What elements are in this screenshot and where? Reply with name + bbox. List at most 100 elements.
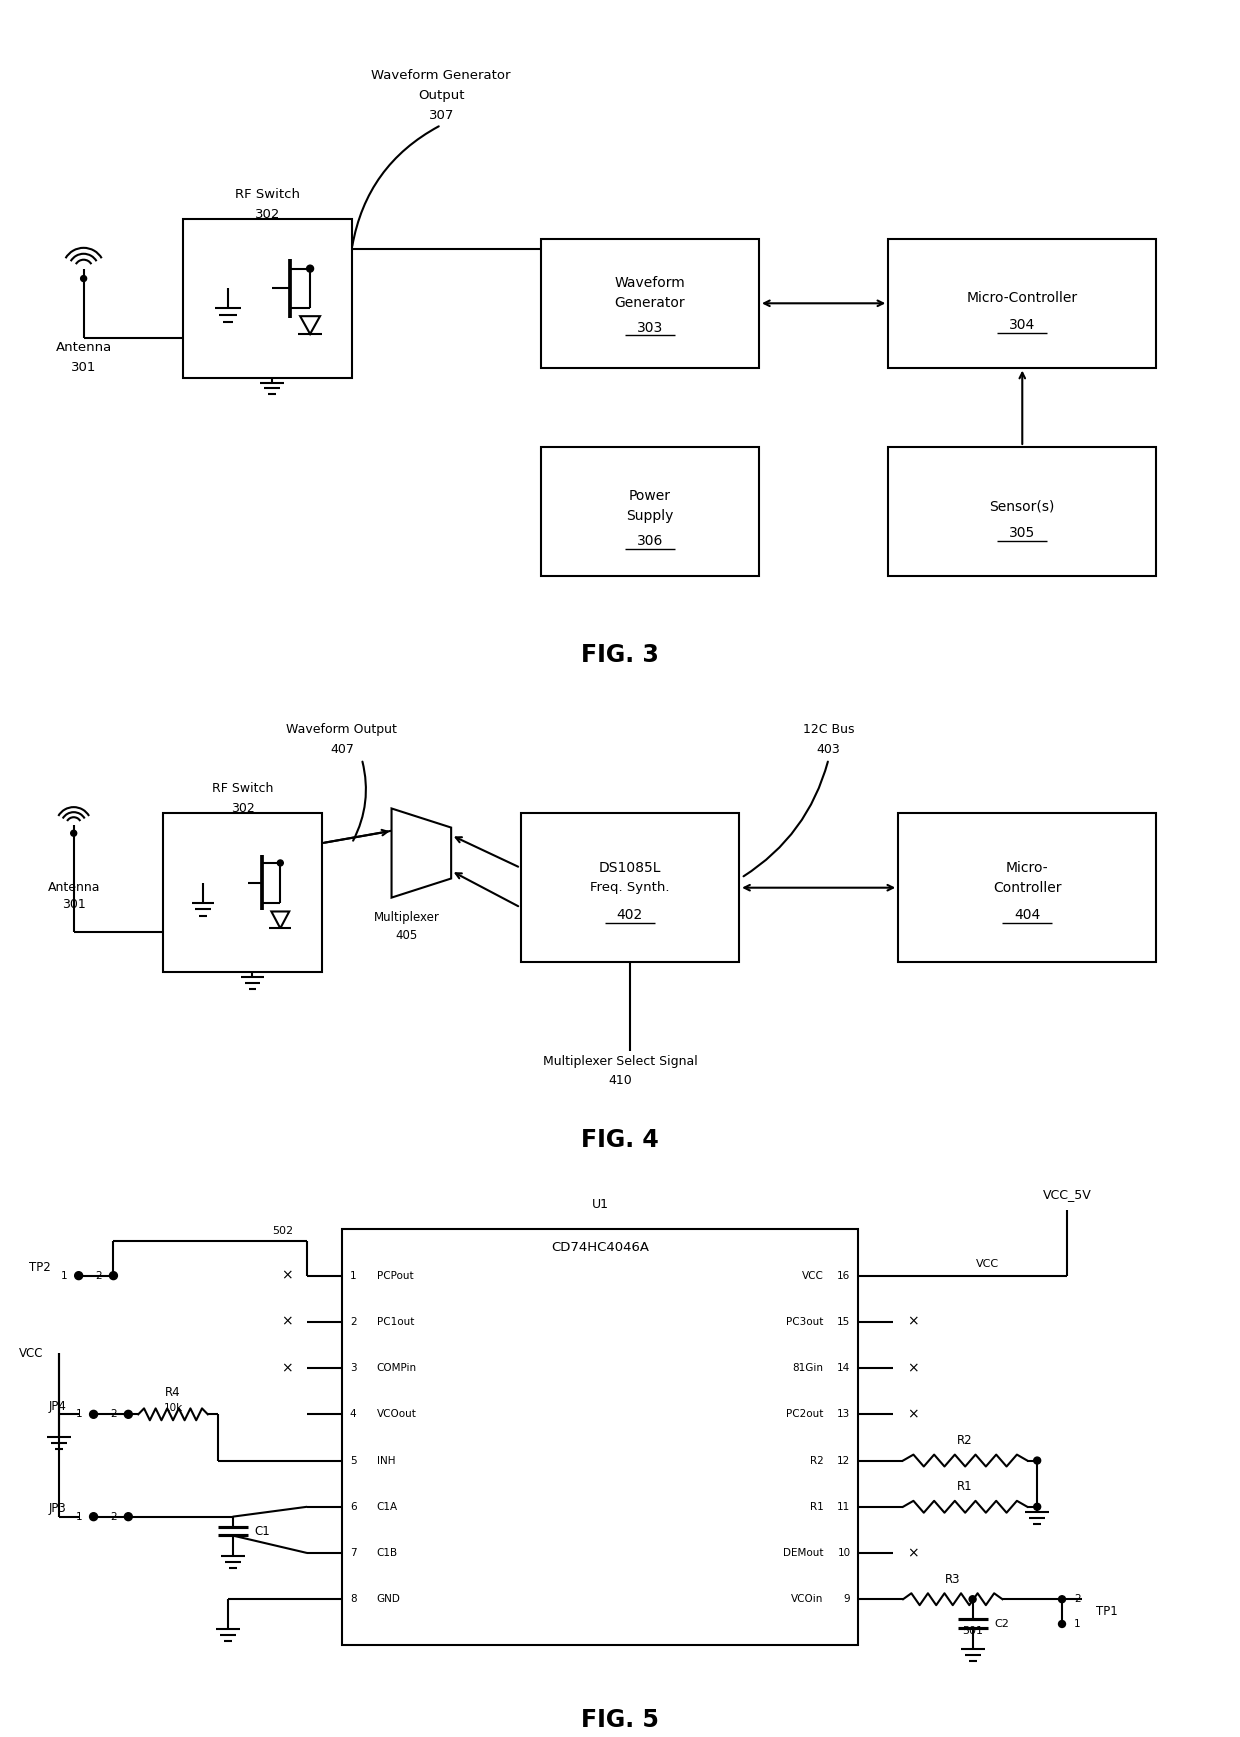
Text: 14: 14 [837,1364,851,1374]
Text: ×: × [281,1268,293,1282]
Text: ×: × [908,1315,919,1329]
Text: FIG. 5: FIG. 5 [582,1707,658,1732]
Text: R2: R2 [810,1456,823,1466]
Text: 1: 1 [76,1511,82,1522]
Text: Micro-Controller: Micro-Controller [967,292,1078,306]
Text: GND: GND [377,1595,401,1605]
Text: Antenna: Antenna [47,881,100,895]
Text: ×: × [908,1407,919,1421]
Bar [541,446,759,575]
Bar [164,813,322,973]
Text: Freq. Synth.: Freq. Synth. [590,881,670,895]
Text: VCC_5V: VCC_5V [1043,1188,1091,1202]
Text: 5: 5 [350,1456,356,1466]
Polygon shape [392,808,451,898]
Circle shape [1034,1503,1040,1509]
Text: 2: 2 [95,1271,102,1280]
Text: 402: 402 [616,908,644,922]
Text: Sensor(s): Sensor(s) [990,499,1055,514]
Text: FIG. 4: FIG. 4 [582,1129,658,1152]
Text: PC3out: PC3out [786,1317,823,1327]
Text: R4: R4 [165,1386,181,1398]
Text: ×: × [908,1546,919,1560]
Circle shape [278,860,283,867]
Bar [888,446,1157,575]
Text: 302: 302 [231,802,254,815]
Text: 4: 4 [350,1409,356,1419]
Text: Multiplexer: Multiplexer [373,910,439,924]
Text: 81Gin: 81Gin [792,1364,823,1374]
Text: 12C Bus: 12C Bus [802,723,854,736]
Text: VCOout: VCOout [377,1409,417,1419]
Text: JP3: JP3 [48,1503,67,1515]
Text: 1: 1 [76,1409,82,1419]
Text: Waveform: Waveform [615,276,686,290]
Text: 304: 304 [1009,318,1035,332]
Text: Generator: Generator [615,297,686,311]
Bar [888,240,1157,368]
Text: C2: C2 [994,1619,1009,1629]
Text: 13: 13 [837,1409,851,1419]
Circle shape [109,1271,118,1280]
Text: Waveform Generator: Waveform Generator [372,69,511,82]
Circle shape [81,276,87,281]
Circle shape [89,1513,98,1520]
Text: Antenna: Antenna [56,342,112,354]
Text: 2: 2 [110,1511,117,1522]
Text: 306: 306 [636,533,663,547]
Text: Power: Power [629,490,671,504]
Text: JP4: JP4 [48,1400,67,1412]
Circle shape [970,1596,976,1603]
Text: C1B: C1B [377,1548,398,1558]
Text: 307: 307 [429,109,454,122]
Text: PC2out: PC2out [786,1409,823,1419]
Text: 407: 407 [330,742,353,756]
Text: 10: 10 [837,1548,851,1558]
Text: 1: 1 [1074,1619,1080,1629]
Text: U1: U1 [591,1199,609,1211]
Circle shape [124,1513,133,1520]
Text: 305: 305 [1009,526,1035,540]
Text: 1: 1 [61,1271,67,1280]
Text: TP2: TP2 [29,1261,51,1275]
Text: 404: 404 [1014,908,1040,922]
Text: VCOin: VCOin [791,1595,823,1605]
Bar [541,240,759,368]
Text: 501: 501 [962,1626,983,1636]
Text: FIG. 3: FIG. 3 [582,643,658,667]
Polygon shape [300,316,320,334]
Text: 2: 2 [350,1317,356,1327]
Text: ×: × [281,1315,293,1329]
Text: C1A: C1A [377,1503,398,1511]
Polygon shape [272,912,289,928]
Text: ×: × [281,1362,293,1376]
Text: Supply: Supply [626,509,673,523]
Bar [521,813,739,962]
Text: 1: 1 [350,1271,356,1280]
Text: 11: 11 [837,1503,851,1511]
Text: 301: 301 [62,898,86,910]
Circle shape [74,1271,83,1280]
Circle shape [1034,1457,1040,1464]
Text: Multiplexer Select Signal: Multiplexer Select Signal [543,1054,697,1068]
Text: 502: 502 [272,1226,293,1237]
Text: 12: 12 [837,1456,851,1466]
Text: 7: 7 [350,1548,356,1558]
Text: 10k: 10k [164,1403,182,1414]
Text: 6: 6 [350,1503,356,1511]
Text: 303: 303 [636,321,663,335]
Text: 302: 302 [254,208,280,221]
Circle shape [1059,1596,1065,1603]
Text: Output: Output [418,89,465,102]
Circle shape [89,1410,98,1419]
Text: Micro-: Micro- [1006,862,1049,875]
Text: VCC: VCC [19,1346,43,1360]
Bar [342,1230,858,1645]
Text: C1: C1 [254,1525,270,1537]
Text: PC1out: PC1out [377,1317,414,1327]
Bar [184,219,352,377]
Text: VCC: VCC [976,1259,999,1268]
Text: 3: 3 [350,1364,356,1374]
Text: INH: INH [377,1456,396,1466]
Text: 403: 403 [817,742,841,756]
